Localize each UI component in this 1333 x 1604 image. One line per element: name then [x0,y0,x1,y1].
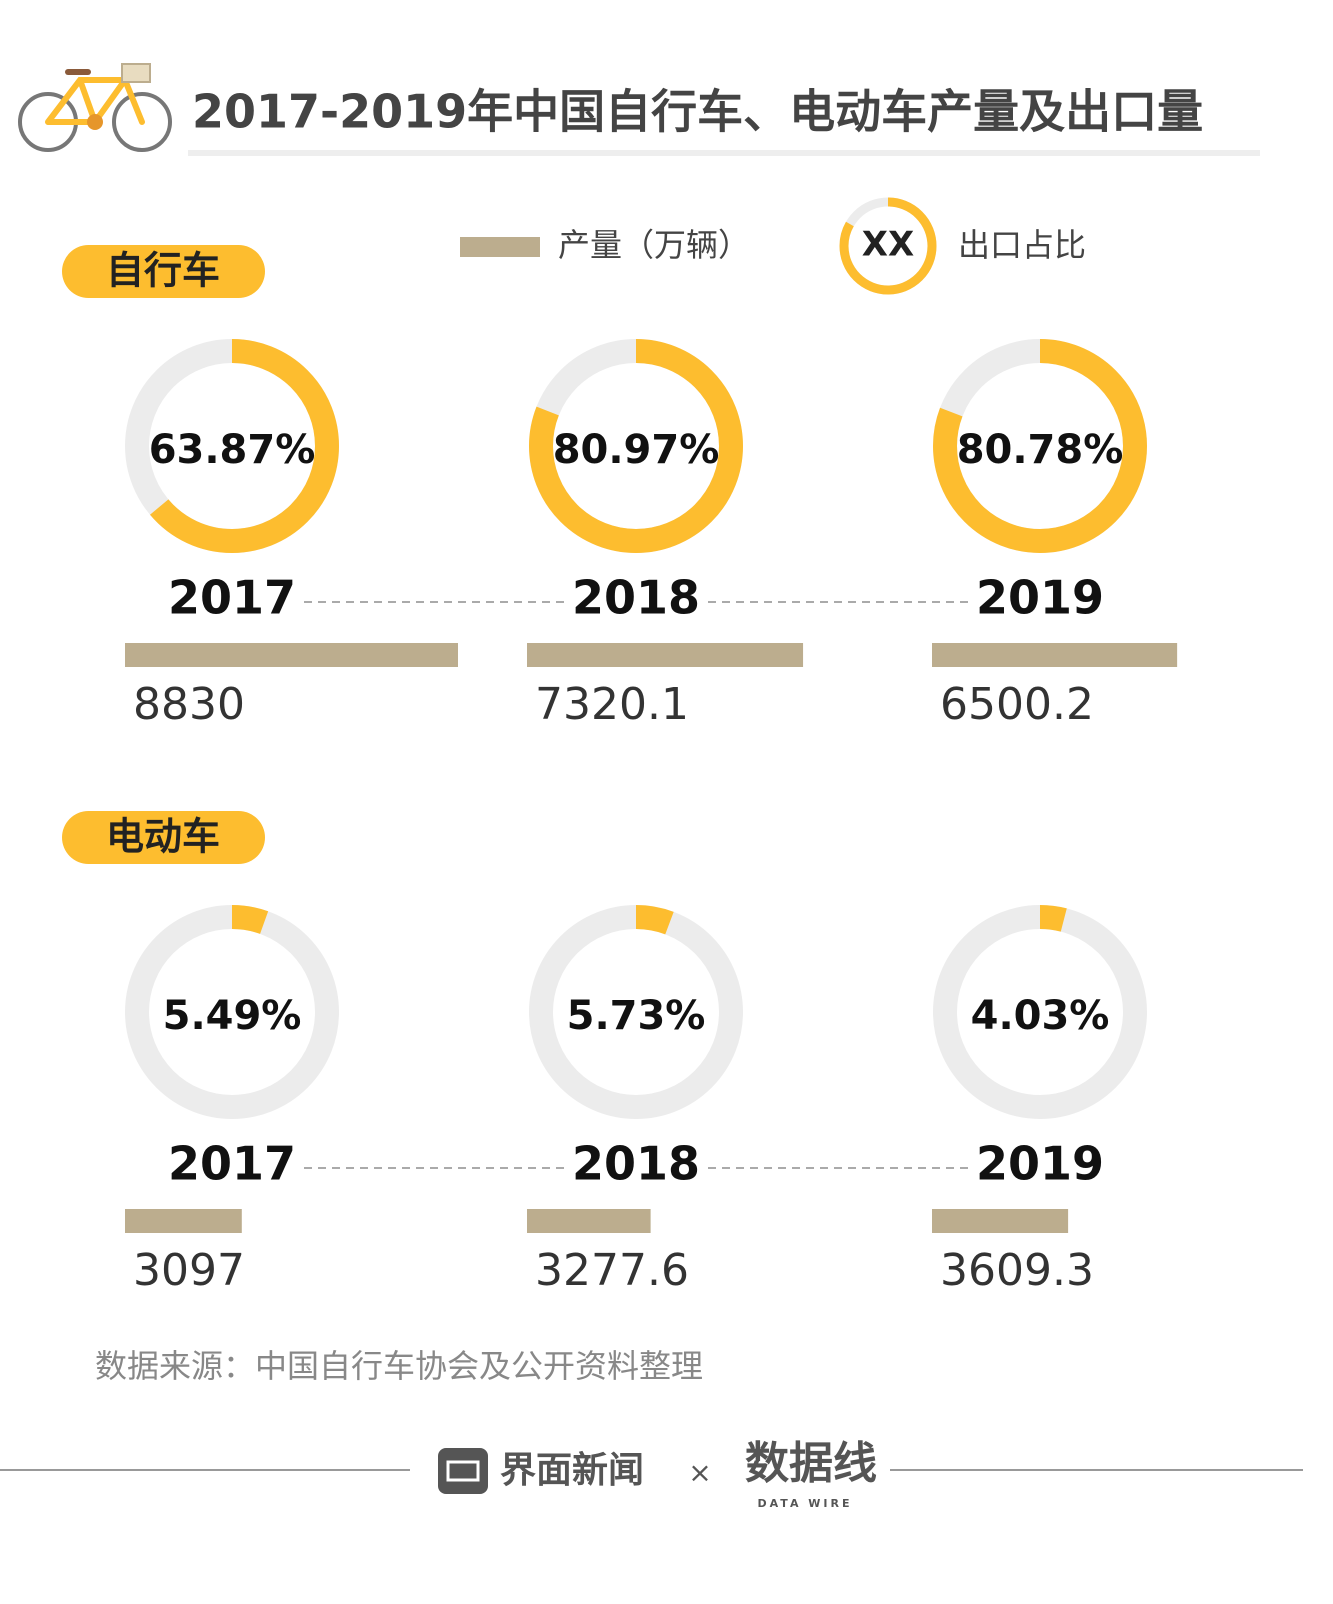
production-label: 7320.1 [535,679,689,730]
partner: 数据线 [745,1438,877,1489]
production-label: 8830 [133,679,245,730]
production-bar [527,1209,651,1233]
source: 数据来源：中国自行车协会及公开资料整理 [95,1347,703,1385]
legend-donut-share [839,197,937,295]
partner-sub: DATA WIRE [758,1497,853,1510]
donut-share [125,905,339,1119]
section-pill [62,245,265,298]
production-bar [932,1209,1069,1233]
year-label: 2019 [976,571,1104,625]
legend-bar-swatch [460,237,540,257]
share-label: 80.97% [553,427,720,473]
production-label: 3609.3 [940,1245,1094,1296]
section-pill [62,811,265,864]
production-bar [527,643,804,667]
section-name: 电动车 [106,815,220,859]
donut-share [933,905,1147,1119]
share-label: 63.87% [149,427,316,473]
bicycle-icon [18,63,172,152]
share-label: 4.03% [971,993,1110,1039]
production-bar [125,643,458,667]
production-bar [125,1209,242,1233]
production-bar [932,643,1178,667]
cross: × [688,1456,711,1489]
donut-share [933,339,1147,553]
year-label: 2018 [572,1137,700,1191]
donut-share [529,905,743,1119]
legend-donut-label: 出口占比 [958,226,1086,264]
year-label: 2017 [168,571,296,625]
legend-sample: XX [862,225,914,265]
share-label: 5.49% [163,993,302,1039]
production-label: 3277.6 [535,1245,689,1296]
production-label: 6500.2 [940,679,1094,730]
section-name: 自行车 [106,249,220,293]
brand: 界面新闻 [500,1450,644,1491]
title: 2017-2019年中国自行车、电动车产量及出口量 [192,85,1203,139]
share-label: 80.78% [957,427,1124,473]
legend-bar-label: 产量（万辆） [558,226,750,264]
footer: 界面新闻 × 数据线 DATA WIRE [0,1438,1303,1510]
year-label: 2018 [572,571,700,625]
year-label: 2017 [168,1137,296,1191]
brand-icon-inner [446,1460,480,1482]
production-label: 3097 [133,1245,245,1296]
brand-icon [438,1448,488,1494]
donut-share [125,339,339,553]
share-label: 5.73% [567,993,706,1039]
year-label: 2019 [976,1137,1104,1191]
donut-share [529,339,743,553]
